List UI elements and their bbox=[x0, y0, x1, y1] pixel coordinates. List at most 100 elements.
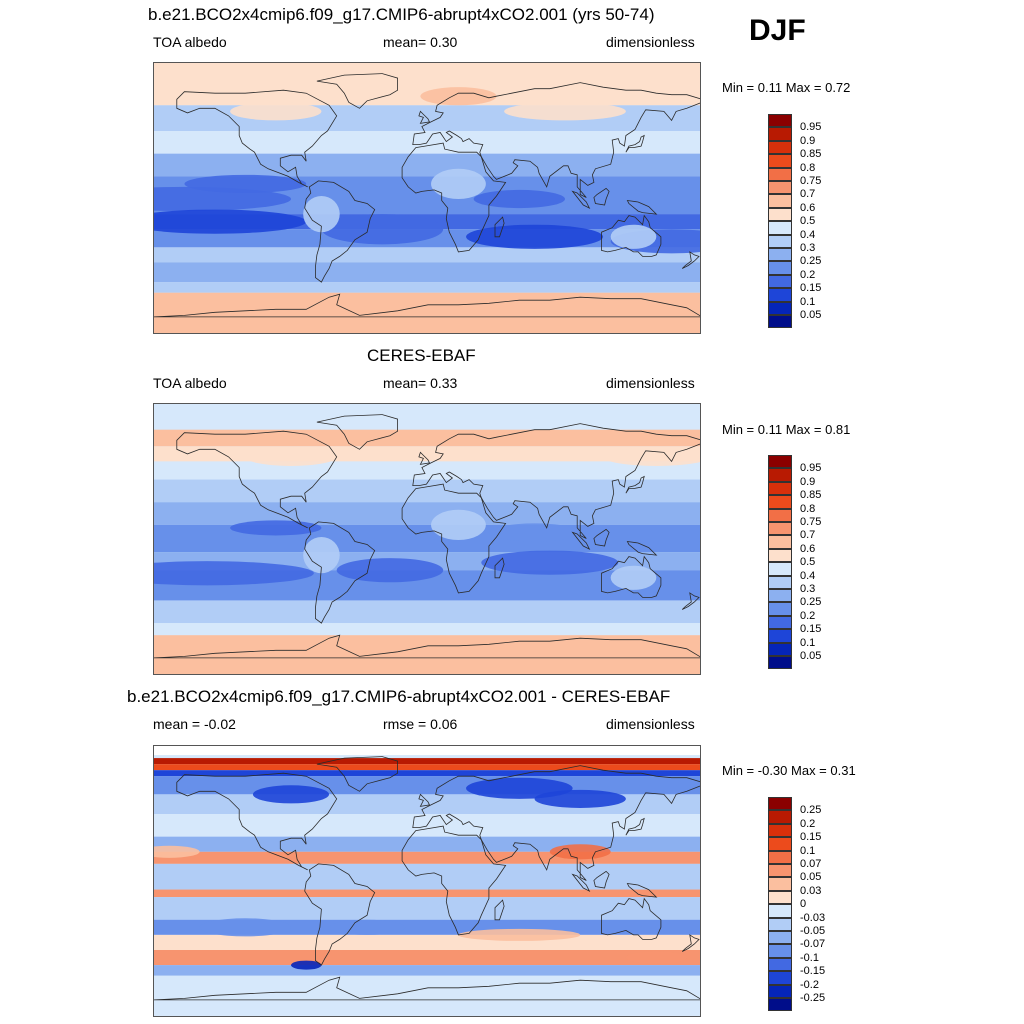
colorbar-tick-label: 0.25 bbox=[800, 255, 822, 268]
colorbar-swatch bbox=[768, 562, 792, 576]
contour-band bbox=[154, 863, 700, 890]
coastline-africa bbox=[401, 825, 507, 936]
coastline-japan bbox=[625, 817, 645, 836]
colorbar-tick-label: 0.5 bbox=[800, 556, 816, 569]
colorbar-swatch bbox=[768, 248, 792, 262]
colorbar-tick-label: 0.95 bbox=[800, 121, 822, 134]
colorbar-swatch bbox=[768, 904, 792, 918]
coastline-madagascar bbox=[494, 557, 505, 579]
contour-region bbox=[303, 195, 340, 233]
contour-region bbox=[154, 186, 291, 212]
colorbar-tick-label: -0.15 bbox=[800, 965, 826, 978]
contour-band bbox=[154, 897, 700, 920]
contour-region bbox=[473, 189, 565, 209]
colorbar-swatch bbox=[768, 575, 792, 589]
panel-3-minmax: Min = -0.30 Max = 0.31 bbox=[722, 763, 856, 778]
colorbar-tick-label: 0.7 bbox=[800, 529, 816, 542]
contour-region bbox=[466, 224, 604, 249]
colorbar-swatch bbox=[768, 127, 792, 141]
colorbar-tick-label: 0.2 bbox=[800, 609, 816, 622]
colorbar-swatch bbox=[768, 944, 792, 958]
coastline-antarctica bbox=[154, 634, 700, 659]
colorbar-tick-label: 0.1 bbox=[800, 295, 816, 308]
contour-band bbox=[154, 292, 700, 333]
contour-region bbox=[610, 224, 657, 249]
colorbar-swatch bbox=[768, 140, 792, 155]
coastline-madagascar bbox=[494, 216, 505, 238]
colorbar-tick-label: 0.05 bbox=[800, 871, 822, 884]
coastline-australia bbox=[601, 555, 662, 598]
colorbar-tick-label: 0.3 bbox=[800, 583, 816, 595]
colorbar-swatch bbox=[768, 468, 792, 482]
coastline-madagascar bbox=[494, 899, 505, 921]
coastline-newZealand bbox=[681, 251, 700, 269]
panel-3-units: dimensionless bbox=[606, 716, 695, 732]
colorbar-swatch bbox=[768, 656, 792, 670]
coastline-newGuinea bbox=[626, 199, 658, 215]
panel-2-title: CERES-EBAF bbox=[367, 346, 476, 365]
colorbar-swatch bbox=[768, 864, 792, 878]
colorbar-tick-label: 0.03 bbox=[800, 884, 822, 897]
colorbar-tick-label: -0.25 bbox=[800, 992, 826, 1004]
colorbar-tick-label: -0.1 bbox=[800, 951, 819, 964]
colorbar-tick-label: 0.2 bbox=[800, 817, 816, 830]
contour-band bbox=[154, 282, 700, 293]
panel-2-variable: TOA albedo bbox=[153, 375, 227, 391]
colorbar-swatch bbox=[768, 522, 792, 536]
colorbar-swatch bbox=[768, 823, 792, 838]
contour-region bbox=[625, 951, 687, 964]
panel-1-map bbox=[153, 62, 701, 334]
contour-band bbox=[154, 965, 700, 976]
colorbar-swatch bbox=[768, 455, 792, 469]
coastline-africa bbox=[401, 142, 507, 253]
contour-region bbox=[321, 214, 444, 245]
colorbar-tick-label: 0.1 bbox=[800, 844, 816, 857]
contour-band bbox=[154, 131, 700, 154]
colorbar-swatch bbox=[768, 957, 792, 972]
contour-region bbox=[488, 523, 581, 542]
contour-band bbox=[154, 814, 700, 837]
colorbar-tick-label: -0.03 bbox=[800, 911, 826, 924]
contour-region bbox=[230, 520, 322, 536]
contour-region bbox=[481, 550, 619, 575]
colorbar-swatch bbox=[768, 181, 792, 195]
panel-1-colorbar: 0.95 0.9 0.85 0.8 0.75 0.7 0.6 0.5 0.4 0.3 0.25 0.2… bbox=[768, 114, 821, 329]
coastline-southAmerica bbox=[304, 180, 376, 283]
contour-band bbox=[154, 889, 700, 898]
colorbar-swatch bbox=[768, 114, 792, 128]
colorbar-tick-label: 0.75 bbox=[800, 175, 822, 187]
no-data-region bbox=[154, 746, 700, 756]
coastline-borneo bbox=[593, 187, 610, 206]
colorbar-tick-label: 0.1 bbox=[800, 636, 816, 649]
colorbar-tick-label: 0.9 bbox=[800, 134, 816, 147]
colorbar-swatch bbox=[768, 810, 792, 824]
panel-3-mean: mean = -0.02 bbox=[153, 716, 236, 732]
colorbar-swatch bbox=[768, 890, 792, 905]
coastline-borneo bbox=[593, 528, 610, 547]
colorbar-swatch bbox=[768, 234, 792, 248]
coastline-africa bbox=[401, 483, 507, 594]
coastline-britain bbox=[418, 793, 431, 807]
colorbar-tick-label: 0.6 bbox=[800, 201, 816, 214]
panel-3-map bbox=[153, 745, 701, 1017]
contour-region bbox=[154, 209, 307, 234]
contour-region bbox=[154, 561, 314, 586]
colorbar-swatch bbox=[768, 154, 792, 168]
colorbar-swatch bbox=[768, 274, 792, 289]
coastline-eurasia bbox=[412, 82, 700, 198]
coastline-australia bbox=[601, 214, 662, 257]
coastline-sumatra bbox=[571, 190, 591, 210]
coastline-northAmerica bbox=[176, 430, 338, 529]
colorbar-swatch bbox=[768, 797, 792, 811]
colorbar-swatch bbox=[768, 301, 792, 315]
colorbar-swatch bbox=[768, 315, 792, 329]
coastline-southAmerica bbox=[304, 863, 376, 966]
contour-region bbox=[336, 558, 444, 583]
contour-band bbox=[154, 770, 700, 777]
contour-region bbox=[431, 168, 486, 199]
colorbar-swatch bbox=[768, 984, 792, 998]
coastline-britain bbox=[418, 451, 431, 465]
colorbar-swatch bbox=[768, 602, 792, 616]
colorbar-tick-label: 0.9 bbox=[800, 475, 816, 488]
colorbar-tick-label: 0.4 bbox=[800, 569, 816, 582]
